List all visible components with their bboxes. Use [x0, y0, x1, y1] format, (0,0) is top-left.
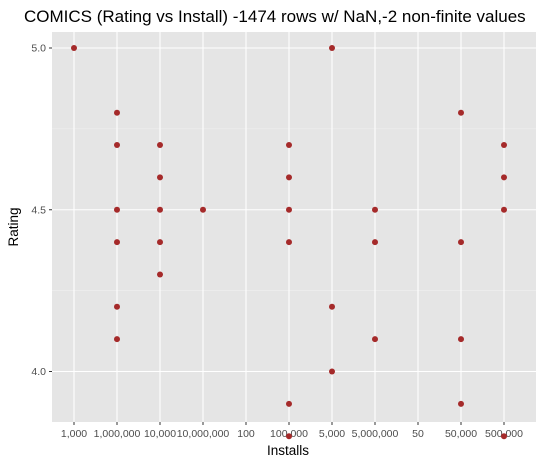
- data-point: [157, 271, 163, 278]
- data-point: [329, 368, 335, 375]
- data-point: [157, 174, 163, 181]
- y-tick-label: 4.5: [31, 204, 46, 216]
- data-points: [71, 45, 507, 440]
- data-point: [372, 239, 378, 246]
- data-point: [458, 400, 464, 407]
- y-tick-label: 5.0: [31, 43, 46, 55]
- data-point: [286, 400, 292, 407]
- x-axis-title: Installs: [267, 443, 309, 458]
- data-point: [286, 174, 292, 181]
- data-point: [458, 336, 464, 343]
- chart-title: COMICS (Rating vs Install) -1474 rows w/…: [24, 7, 526, 26]
- data-point: [114, 336, 120, 343]
- y-axis: 3.03.54.04.55.0: [31, 43, 52, 378]
- x-tick-label: 5,000: [319, 428, 345, 440]
- data-point: [458, 109, 464, 116]
- x-tick-label: 1,000: [61, 428, 87, 440]
- y-tick-label: 4.0: [31, 366, 46, 378]
- x-axis: 1,0001,000,00010,00010,000,000100100,000…: [61, 422, 523, 440]
- data-point: [501, 174, 507, 181]
- x-tick-label: 50: [412, 428, 424, 440]
- data-point: [157, 206, 163, 213]
- x-tick-label: 50,000: [445, 428, 477, 440]
- data-point: [200, 206, 206, 213]
- x-tick-label: 100: [237, 428, 255, 440]
- y-axis-title: Rating: [6, 207, 21, 246]
- data-point: [286, 206, 292, 213]
- data-point: [114, 303, 120, 310]
- data-point: [286, 433, 292, 440]
- x-tick-label: 10,000,000: [177, 428, 230, 440]
- data-point: [114, 142, 120, 149]
- x-tick-label: 10,000: [144, 428, 176, 440]
- data-point: [71, 45, 77, 51]
- data-point: [501, 142, 507, 149]
- x-tick-label: 1,000,000: [94, 428, 141, 440]
- major-gridlines: [52, 32, 536, 422]
- data-point: [501, 433, 507, 440]
- data-point: [114, 206, 120, 213]
- data-point: [372, 336, 378, 343]
- data-point: [329, 45, 335, 51]
- data-point: [286, 142, 292, 149]
- x-tick-label: 5,000,000: [352, 428, 399, 440]
- data-point: [329, 303, 335, 310]
- data-point: [114, 239, 120, 246]
- data-point: [286, 239, 292, 246]
- minor-gridlines: [52, 128, 536, 291]
- data-point: [157, 142, 163, 149]
- data-point: [114, 109, 120, 116]
- data-point: [157, 239, 163, 246]
- data-point: [501, 206, 507, 213]
- plot-panel: [52, 32, 536, 422]
- data-point: [458, 239, 464, 246]
- data-point: [372, 206, 378, 213]
